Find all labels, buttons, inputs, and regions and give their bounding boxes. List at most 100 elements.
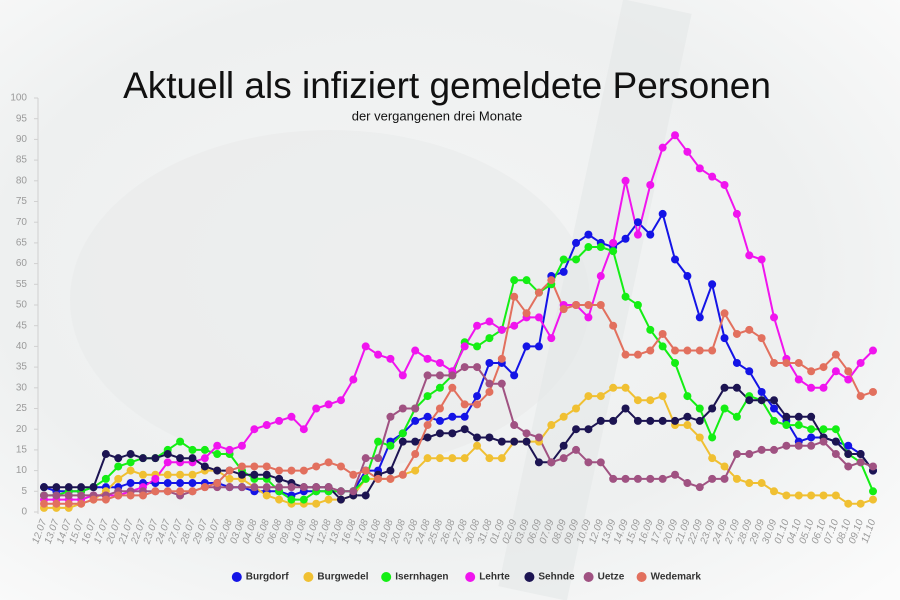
data-point <box>188 479 197 488</box>
data-point <box>287 412 296 421</box>
data-point <box>856 450 865 459</box>
data-point <box>770 358 779 367</box>
data-point <box>52 491 61 500</box>
data-point <box>411 404 420 413</box>
data-point <box>287 466 296 475</box>
data-point <box>287 483 296 492</box>
data-point <box>559 267 568 276</box>
data-point <box>485 454 494 463</box>
y-tick-label: 40 <box>16 341 28 352</box>
data-point <box>163 470 172 479</box>
y-tick-label: 95 <box>16 113 28 124</box>
data-point <box>213 466 222 475</box>
data-point <box>646 396 655 405</box>
data-point <box>621 404 630 413</box>
data-point <box>460 400 469 409</box>
data-point <box>720 309 729 318</box>
data-point <box>683 421 692 430</box>
data-point <box>151 474 160 483</box>
data-point <box>609 383 618 392</box>
data-point <box>596 416 605 425</box>
background-hand <box>70 130 590 470</box>
data-point <box>770 396 779 405</box>
data-point <box>782 491 791 500</box>
data-point <box>807 383 816 392</box>
y-tick-label: 100 <box>10 93 27 104</box>
data-point <box>547 421 556 430</box>
legend-label: Uetze <box>598 572 625 583</box>
data-point <box>485 379 494 388</box>
data-point <box>770 404 779 413</box>
data-point <box>745 479 754 488</box>
data-point <box>411 416 420 425</box>
data-point <box>621 292 630 301</box>
data-point <box>869 387 877 396</box>
data-point <box>807 441 816 450</box>
data-point <box>732 383 741 392</box>
data-point <box>745 367 754 376</box>
data-point <box>559 441 568 450</box>
data-point <box>633 218 642 227</box>
data-point <box>52 499 61 508</box>
data-point <box>423 454 432 463</box>
data-point <box>250 425 259 434</box>
data-point <box>844 367 853 376</box>
data-point <box>671 346 680 355</box>
data-point <box>844 462 853 471</box>
data-point <box>522 276 531 285</box>
data-point <box>151 454 160 463</box>
data-point <box>138 454 147 463</box>
data-point <box>794 375 803 384</box>
data-point <box>683 392 692 401</box>
data-point <box>77 499 86 508</box>
data-point <box>435 358 444 367</box>
data-point <box>708 346 717 355</box>
data-point <box>844 499 853 508</box>
data-point <box>138 470 147 479</box>
data-point <box>695 164 704 173</box>
data-point <box>497 354 506 363</box>
data-point <box>819 491 828 500</box>
data-point <box>807 433 816 442</box>
legend: Burgdorf Burgwedel Isernhagen Lehrte Sehnde U… <box>231 572 701 583</box>
data-point <box>732 358 741 367</box>
data-point <box>782 441 791 450</box>
data-point <box>336 396 345 405</box>
data-point <box>275 474 284 483</box>
data-point <box>770 416 779 425</box>
data-point <box>844 450 853 459</box>
data-point <box>126 458 135 467</box>
data-point <box>151 487 160 496</box>
data-point <box>745 450 754 459</box>
data-point <box>584 458 593 467</box>
data-point <box>572 425 581 434</box>
data-point <box>695 483 704 492</box>
data-point <box>510 437 519 446</box>
data-point <box>609 474 618 483</box>
data-point <box>349 375 358 384</box>
data-point <box>708 172 717 181</box>
data-point <box>77 483 86 492</box>
data-point <box>176 479 185 488</box>
data-point <box>534 288 543 297</box>
data-point <box>522 342 531 351</box>
y-tick-label: 5 <box>21 486 27 497</box>
data-point <box>633 301 642 309</box>
data-point <box>522 309 531 318</box>
data-point <box>398 404 407 413</box>
y-tick-label: 90 <box>16 134 28 145</box>
data-point <box>312 483 321 492</box>
data-point <box>473 433 482 442</box>
data-point <box>720 462 729 471</box>
data-point <box>485 433 494 442</box>
y-tick-label: 75 <box>16 196 28 207</box>
data-point <box>250 462 259 471</box>
data-point <box>609 247 618 256</box>
y-tick-label: 10 <box>16 465 28 476</box>
data-point <box>237 483 246 492</box>
data-point <box>275 483 284 492</box>
data-point <box>275 495 284 504</box>
data-point <box>572 255 581 264</box>
y-tick-label: 0 <box>21 507 27 518</box>
data-point <box>683 479 692 488</box>
